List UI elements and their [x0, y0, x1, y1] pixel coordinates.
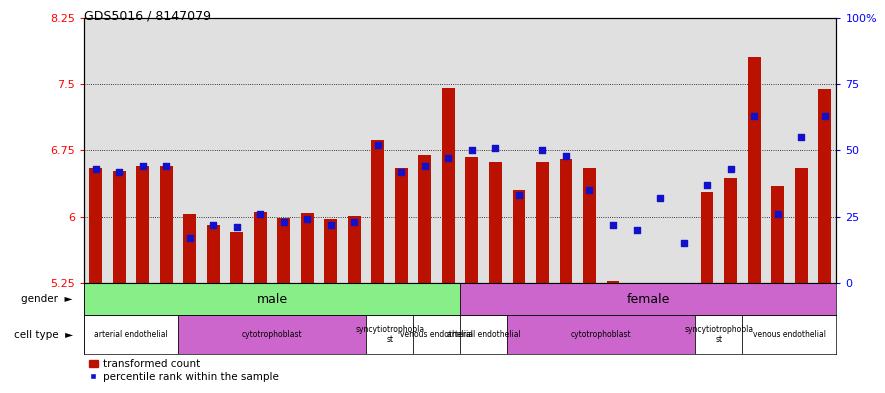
Bar	[696, 315, 743, 354]
Text: cytotrophoblast: cytotrophoblast	[242, 330, 303, 339]
Point	[700, 182, 714, 188]
Text: GDS5016 / 8147079: GDS5016 / 8147079	[84, 10, 212, 23]
Bar	[207, 226, 219, 283]
Bar	[748, 57, 760, 283]
Point	[135, 163, 150, 169]
Bar	[136, 166, 150, 283]
Text: venous endothelial: venous endothelial	[753, 330, 826, 339]
Bar	[160, 166, 173, 283]
Point	[818, 113, 832, 119]
Bar	[254, 212, 267, 283]
Point	[371, 142, 385, 148]
Point	[230, 224, 244, 230]
Bar	[84, 283, 460, 315]
Bar	[89, 168, 103, 283]
Bar	[460, 315, 507, 354]
Bar	[818, 89, 831, 283]
Bar	[301, 213, 314, 283]
Bar	[419, 155, 431, 283]
Bar	[348, 216, 361, 283]
Bar	[653, 283, 666, 287]
Bar	[183, 214, 196, 283]
Bar	[325, 219, 337, 283]
Point	[794, 134, 808, 140]
Bar	[743, 315, 836, 354]
Point	[347, 219, 361, 225]
Text: gender  ►: gender ►	[21, 294, 73, 304]
Point	[559, 152, 573, 159]
Point	[442, 155, 456, 162]
Bar	[507, 315, 696, 354]
Bar	[460, 283, 836, 315]
Text: male: male	[257, 293, 288, 306]
Legend: transformed count, percentile rank within the sample: transformed count, percentile rank withi…	[89, 359, 279, 382]
Point	[489, 145, 503, 151]
Point	[629, 227, 643, 233]
Bar	[372, 140, 384, 283]
Text: cell type  ►: cell type ►	[13, 330, 73, 340]
Point	[159, 163, 173, 169]
Point	[747, 113, 761, 119]
Bar	[178, 315, 366, 354]
Bar	[795, 168, 807, 283]
Point	[418, 163, 432, 169]
Point	[653, 195, 667, 201]
Bar	[559, 159, 573, 283]
Text: syncytiotrophobla
st: syncytiotrophobla st	[355, 325, 424, 344]
Bar	[606, 281, 619, 283]
Point	[253, 211, 267, 217]
Bar	[366, 315, 413, 354]
Point	[676, 240, 690, 246]
Point	[277, 219, 291, 225]
Bar	[536, 162, 549, 283]
Point	[183, 235, 197, 241]
Bar	[724, 178, 737, 283]
Point	[300, 216, 314, 222]
Text: female: female	[627, 293, 670, 306]
Bar	[466, 156, 479, 283]
Point	[88, 166, 103, 172]
Bar	[583, 168, 596, 283]
Bar	[277, 219, 290, 283]
Point	[465, 147, 479, 154]
Point	[771, 211, 785, 217]
Bar	[113, 171, 126, 283]
Point	[512, 192, 526, 198]
Point	[324, 221, 338, 228]
Bar	[630, 283, 643, 286]
Bar	[442, 88, 455, 283]
Bar	[489, 162, 502, 283]
Text: arterial endothelial: arterial endothelial	[447, 330, 520, 339]
Bar	[771, 186, 784, 283]
Point	[723, 166, 737, 172]
Bar	[677, 283, 690, 292]
Bar	[701, 192, 713, 283]
Point	[112, 168, 127, 174]
Text: arterial endothelial: arterial endothelial	[94, 330, 168, 339]
Bar	[84, 315, 178, 354]
Bar	[512, 190, 526, 283]
Point	[395, 168, 409, 174]
Point	[206, 221, 220, 228]
Bar	[395, 168, 408, 283]
Bar	[413, 315, 460, 354]
Text: cytotrophoblast: cytotrophoblast	[571, 330, 632, 339]
Bar	[230, 231, 243, 283]
Point	[606, 221, 620, 228]
Point	[582, 187, 596, 193]
Text: syncytiotrophobla
st: syncytiotrophobla st	[684, 325, 753, 344]
Point	[535, 147, 550, 154]
Text: venous endothelial: venous endothelial	[400, 330, 473, 339]
